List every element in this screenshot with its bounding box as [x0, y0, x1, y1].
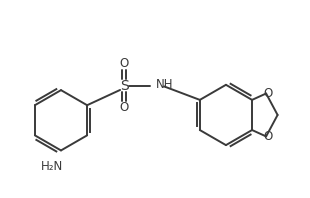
- Text: O: O: [263, 130, 272, 143]
- Text: O: O: [120, 57, 129, 70]
- Text: NH: NH: [156, 78, 174, 91]
- Text: O: O: [120, 101, 129, 114]
- Text: H₂N: H₂N: [41, 160, 63, 173]
- Text: S: S: [120, 79, 129, 93]
- Text: O: O: [263, 87, 272, 100]
